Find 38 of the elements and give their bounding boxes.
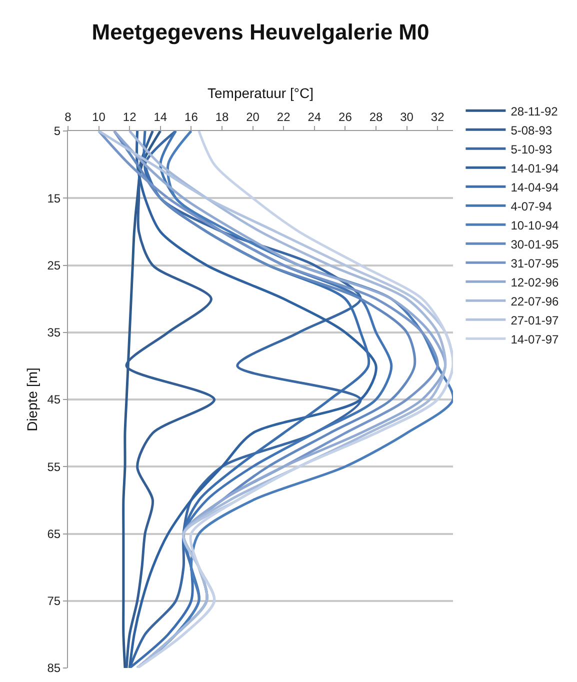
legend-label: 12-02-96 — [510, 275, 560, 290]
x-tick-label: 16 — [184, 110, 198, 124]
x-tick-label: 10 — [92, 110, 106, 124]
y-tick-label: 5 — [54, 124, 61, 138]
y-tick-label: 25 — [47, 258, 61, 272]
legend-label: 22-07-96 — [510, 294, 560, 308]
y-tick-label: 15 — [47, 191, 61, 206]
legend-label: 5-10-93 — [510, 142, 552, 156]
y-tick-label: 85 — [47, 661, 61, 676]
x-tick-label: 8 — [64, 110, 72, 124]
y-tick-label: 75 — [47, 594, 61, 608]
x-tick-label: 12 — [122, 110, 137, 124]
x-tick-label: 24 — [308, 110, 322, 124]
legend-label: 27-01-97 — [510, 313, 560, 328]
legend-label: 14-01-94 — [510, 161, 560, 176]
legend-label: 5-08-93 — [510, 123, 552, 138]
y-tick-label: 35 — [47, 326, 61, 340]
x-tick-label: 30 — [400, 110, 414, 124]
legend-label: 14-04-94 — [510, 180, 560, 194]
legend-label: 14-07-97 — [510, 332, 560, 346]
x-tick-label: 14 — [154, 110, 168, 124]
x-tick-label: 22 — [276, 110, 291, 124]
legend-label: 30-01-95 — [510, 237, 560, 252]
legend-label: 4-07-94 — [510, 199, 552, 214]
x-tick-label: 26 — [338, 110, 352, 124]
y-axis-title: Diepte [m] — [24, 368, 40, 432]
y-tick-label: 55 — [47, 460, 61, 474]
x-tick-label: 28 — [369, 110, 383, 124]
chart-title: Meetgegevens Heuvelgalerie M0 — [92, 19, 430, 44]
y-tick-label: 45 — [47, 392, 61, 407]
x-tick-label: 18 — [215, 110, 229, 124]
y-tick-label: 65 — [47, 526, 61, 541]
legend-label: 28-11-92 — [510, 104, 558, 118]
x-tick-label: 32 — [430, 110, 445, 124]
x-axis-title: Temperatuur [°C] — [208, 84, 314, 101]
legend-label: 10-10-94 — [510, 218, 560, 232]
legend-label: 31-07-95 — [510, 256, 560, 270]
x-tick-label: 20 — [246, 110, 260, 124]
